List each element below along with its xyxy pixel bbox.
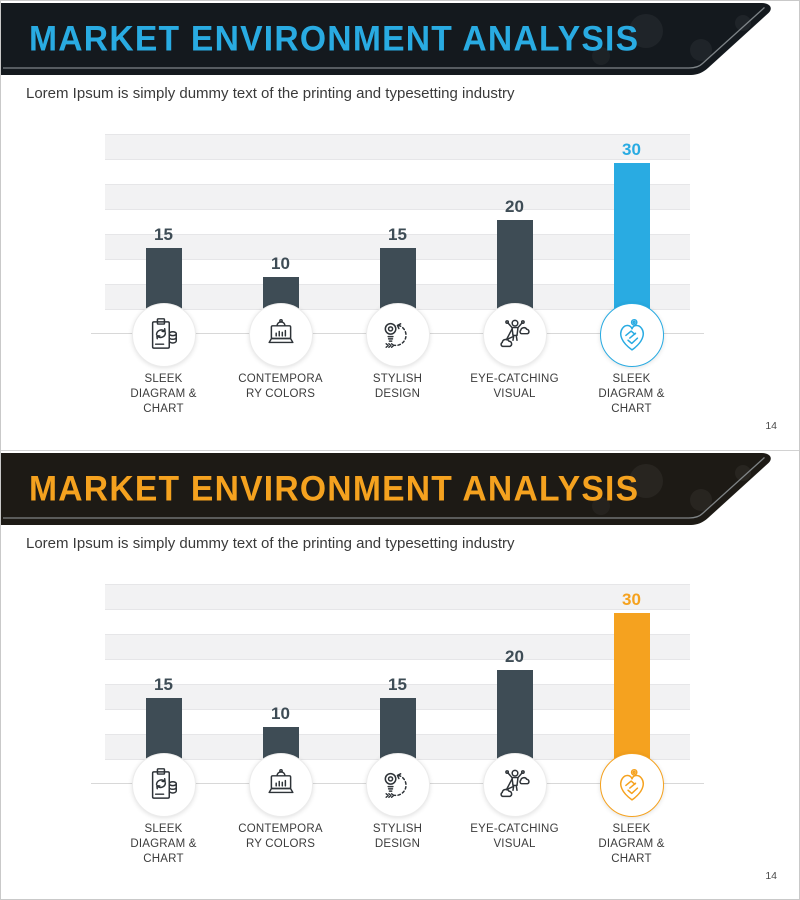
category-label: CONTEMPORA RY COLORS [238,823,323,850]
superhero-visual-icon [494,764,536,806]
idea-lightbulb-icon [377,764,419,806]
category-label: EYE-CATCHING VISUAL [470,823,559,850]
chart-column: 10 CONTEMPORA RY COLORS [222,584,339,850]
page-number: 14 [765,420,777,432]
slide-subtitle: Lorem Ipsum is simply dummy text of the … [26,85,515,102]
slide-title: MARKET ENVIRONMENT ANALYSIS [29,468,640,508]
chart-column: 10 CONTEMPORA RY COLORS [222,134,339,400]
ecommerce-laptop-icon [260,764,302,806]
slide-title-banner: MARKET ENVIRONMENT ANALYSIS [1,3,799,75]
chart-column: 20 EYE-CATCHING VISUAL [456,584,573,850]
handshake-heart-icon [611,764,653,806]
icon-circle [482,753,547,817]
ecommerce-laptop-icon [260,314,302,356]
category-label: CONTEMPORA RY COLORS [238,373,323,400]
handshake-heart-icon [611,314,653,356]
slide-title: MARKET ENVIRONMENT ANALYSIS [29,18,640,58]
icon-circle [599,753,664,817]
superhero-visual-icon [494,314,536,356]
slide-title-banner: MARKET ENVIRONMENT ANALYSIS [1,453,799,525]
category-label: SLEEK DIAGRAM & CHART [598,373,665,415]
icon-circle [131,303,196,367]
icon-circle [248,753,313,817]
chart-column: 20 EYE-CATCHING VISUAL [456,134,573,400]
bar-value-label: 10 [271,704,290,723]
page-number: 14 [765,870,777,882]
category-label: SLEEK DIAGRAM & CHART [598,823,665,865]
report-clipboard-icon [143,314,185,356]
slide-1: MARKET ENVIRONMENT ANALYSIS Lorem Ipsum … [1,1,799,450]
category-label: STYLISH DESIGN [372,373,423,400]
bar-value-label: 15 [388,225,407,244]
chart-column: 15 SLEEK DIAGRAM & CHART [105,584,222,865]
category-label: SLEEK DIAGRAM & CHART [130,373,197,415]
bar-value-label: 10 [271,254,290,273]
bar-value-label: 15 [388,675,407,694]
chart-column: 15 STYLISH DESIGN [339,584,456,850]
category-label: EYE-CATCHING VISUAL [470,373,559,400]
chart-column: 15 SLEEK DIAGRAM & CHART [105,134,222,415]
bar-value-label: 15 [154,675,173,694]
icon-circle [365,303,430,367]
chart-column: 30 SLEEK DIAGRAM & CHART [573,584,690,865]
bar-chart-plot-area: 15 SLEEK DIAGRAM & CHART 10 CONTEMP [91,584,704,865]
icon-circle [365,753,430,817]
category-label: STYLISH DESIGN [372,823,423,850]
bar-value-label: 30 [622,590,641,609]
icon-circle [599,303,664,367]
slide-subtitle: Lorem Ipsum is simply dummy text of the … [26,535,515,552]
bar-value-label: 20 [505,647,524,666]
bar-value-label: 30 [622,140,641,159]
icon-circle [482,303,547,367]
slide-2: MARKET ENVIRONMENT ANALYSIS Lorem Ipsum … [1,450,799,899]
icon-circle [248,303,313,367]
icon-circle [131,753,196,817]
bar-value-label: 20 [505,197,524,216]
chart-column: 15 STYLISH DESIGN [339,134,456,400]
bar-value-label: 15 [154,225,173,244]
idea-lightbulb-icon [377,314,419,356]
bar-chart-plot-area: 15 SLEEK DIAGRAM & CHART 10 CONTEMP [91,134,704,415]
category-label: SLEEK DIAGRAM & CHART [130,823,197,865]
report-clipboard-icon [143,764,185,806]
chart-column: 30 SLEEK DIAGRAM & CHART [573,134,690,415]
